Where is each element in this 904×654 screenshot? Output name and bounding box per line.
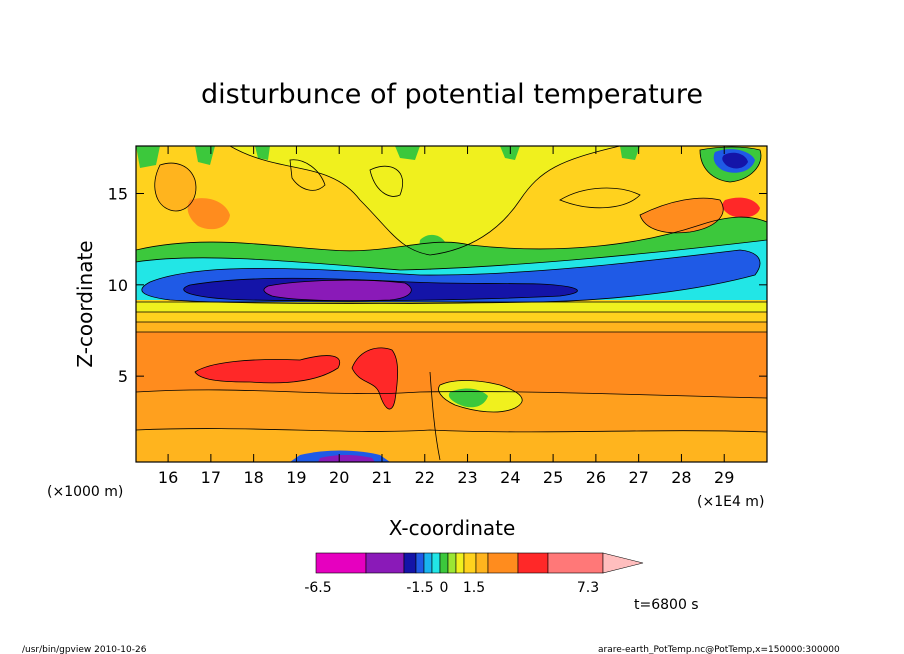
x-tick-label: 25 — [543, 468, 563, 487]
bottom-amber-layer — [136, 428, 767, 462]
y-axis-ticks: 5 10 15 — [108, 184, 767, 386]
plot-frame — [135, 145, 768, 463]
colorbar-segment — [463, 552, 477, 574]
plot-field — [136, 146, 767, 462]
colorbar-segment — [447, 552, 457, 574]
colorbar — [315, 552, 644, 574]
x-axis-ticks: 16 17 18 19 20 21 22 23 24 25 26 27 28 29 — [158, 146, 734, 487]
x-tick-label: 21 — [372, 468, 392, 487]
x-tick-label: 26 — [586, 468, 606, 487]
green-patch-top-4 — [395, 146, 420, 160]
green-patch-top-left — [136, 146, 160, 168]
x-tick-label: 28 — [671, 468, 691, 487]
x-tick-label: 24 — [500, 468, 520, 487]
colorbar-segment — [403, 552, 417, 574]
colorbar-segment — [431, 552, 441, 574]
y-tick-label: 5 — [118, 367, 128, 386]
green-patch-top-6 — [620, 146, 640, 160]
colorbar-segment — [547, 552, 604, 574]
x-tick-label: 22 — [415, 468, 435, 487]
y-axis-label: Z-coordinate — [73, 240, 97, 367]
colorbar-label: 1.5 — [463, 580, 485, 596]
contour-lines — [136, 146, 767, 461]
colorbar-segment — [517, 552, 549, 574]
x-tick-label: 20 — [329, 468, 349, 487]
orange-patch-2 — [187, 198, 230, 230]
y-tick-label: 15 — [108, 184, 128, 203]
x-unit-right: (×1E4 m) — [697, 494, 764, 510]
thin-amber-band — [136, 322, 767, 332]
colorbar-segment — [315, 552, 367, 574]
colorbar-segment — [423, 552, 433, 574]
colorbar-label: 0 — [440, 580, 449, 596]
red-region-left — [195, 355, 340, 383]
green-patch-top-3 — [255, 146, 270, 160]
time-label: t=6800 s — [634, 597, 699, 613]
x-tick-label: 23 — [457, 468, 477, 487]
colorbar-segment — [487, 552, 519, 574]
footer-right: arare-earth_PotTemp.nc@PotTemp,x=150000:… — [598, 645, 840, 654]
upper-yellow-region — [230, 146, 620, 255]
purple-core — [263, 280, 412, 301]
colorbar-segment — [365, 552, 405, 574]
x-axis-label: X-coordinate — [389, 516, 516, 540]
thin-yellow-band — [136, 302, 767, 312]
x-tick-label: 17 — [201, 468, 221, 487]
colorbar-segment — [439, 552, 449, 574]
red-patch-upper-right — [722, 197, 760, 218]
colorbar-segment — [455, 552, 465, 574]
x-unit-left: (×1000 m) — [47, 484, 123, 500]
x-tick-label: 19 — [286, 468, 306, 487]
colorbar-label: -6.5 — [304, 580, 331, 596]
colorbar-extension-arrow — [602, 552, 644, 574]
x-tick-label: 27 — [628, 468, 648, 487]
x-tick-label: 29 — [714, 468, 734, 487]
colorbar-tick-labels: -6.5 -1.5 0 1.5 7.3 — [304, 580, 599, 596]
colorbar-segment — [475, 552, 489, 574]
thin-gold-band — [136, 312, 767, 322]
dark-blue-patch-upper-right — [722, 152, 748, 169]
x-tick-label: 18 — [243, 468, 263, 487]
orange-patch-1 — [154, 163, 196, 211]
purple-sliver-bottom — [318, 454, 375, 462]
green-patch — [448, 388, 488, 408]
y-tick-label: 10 — [108, 276, 128, 295]
colorbar-segment — [415, 552, 425, 574]
colorbar-label: -1.5 — [406, 580, 433, 596]
footer-left: /usr/bin/gpview 2010-10-26 — [22, 645, 147, 654]
x-tick-label: 16 — [158, 468, 178, 487]
colorbar-label: 7.3 — [577, 580, 599, 596]
chart-title: disturbunce of potential temperature — [201, 79, 703, 110]
green-patch-top-2 — [195, 146, 215, 165]
